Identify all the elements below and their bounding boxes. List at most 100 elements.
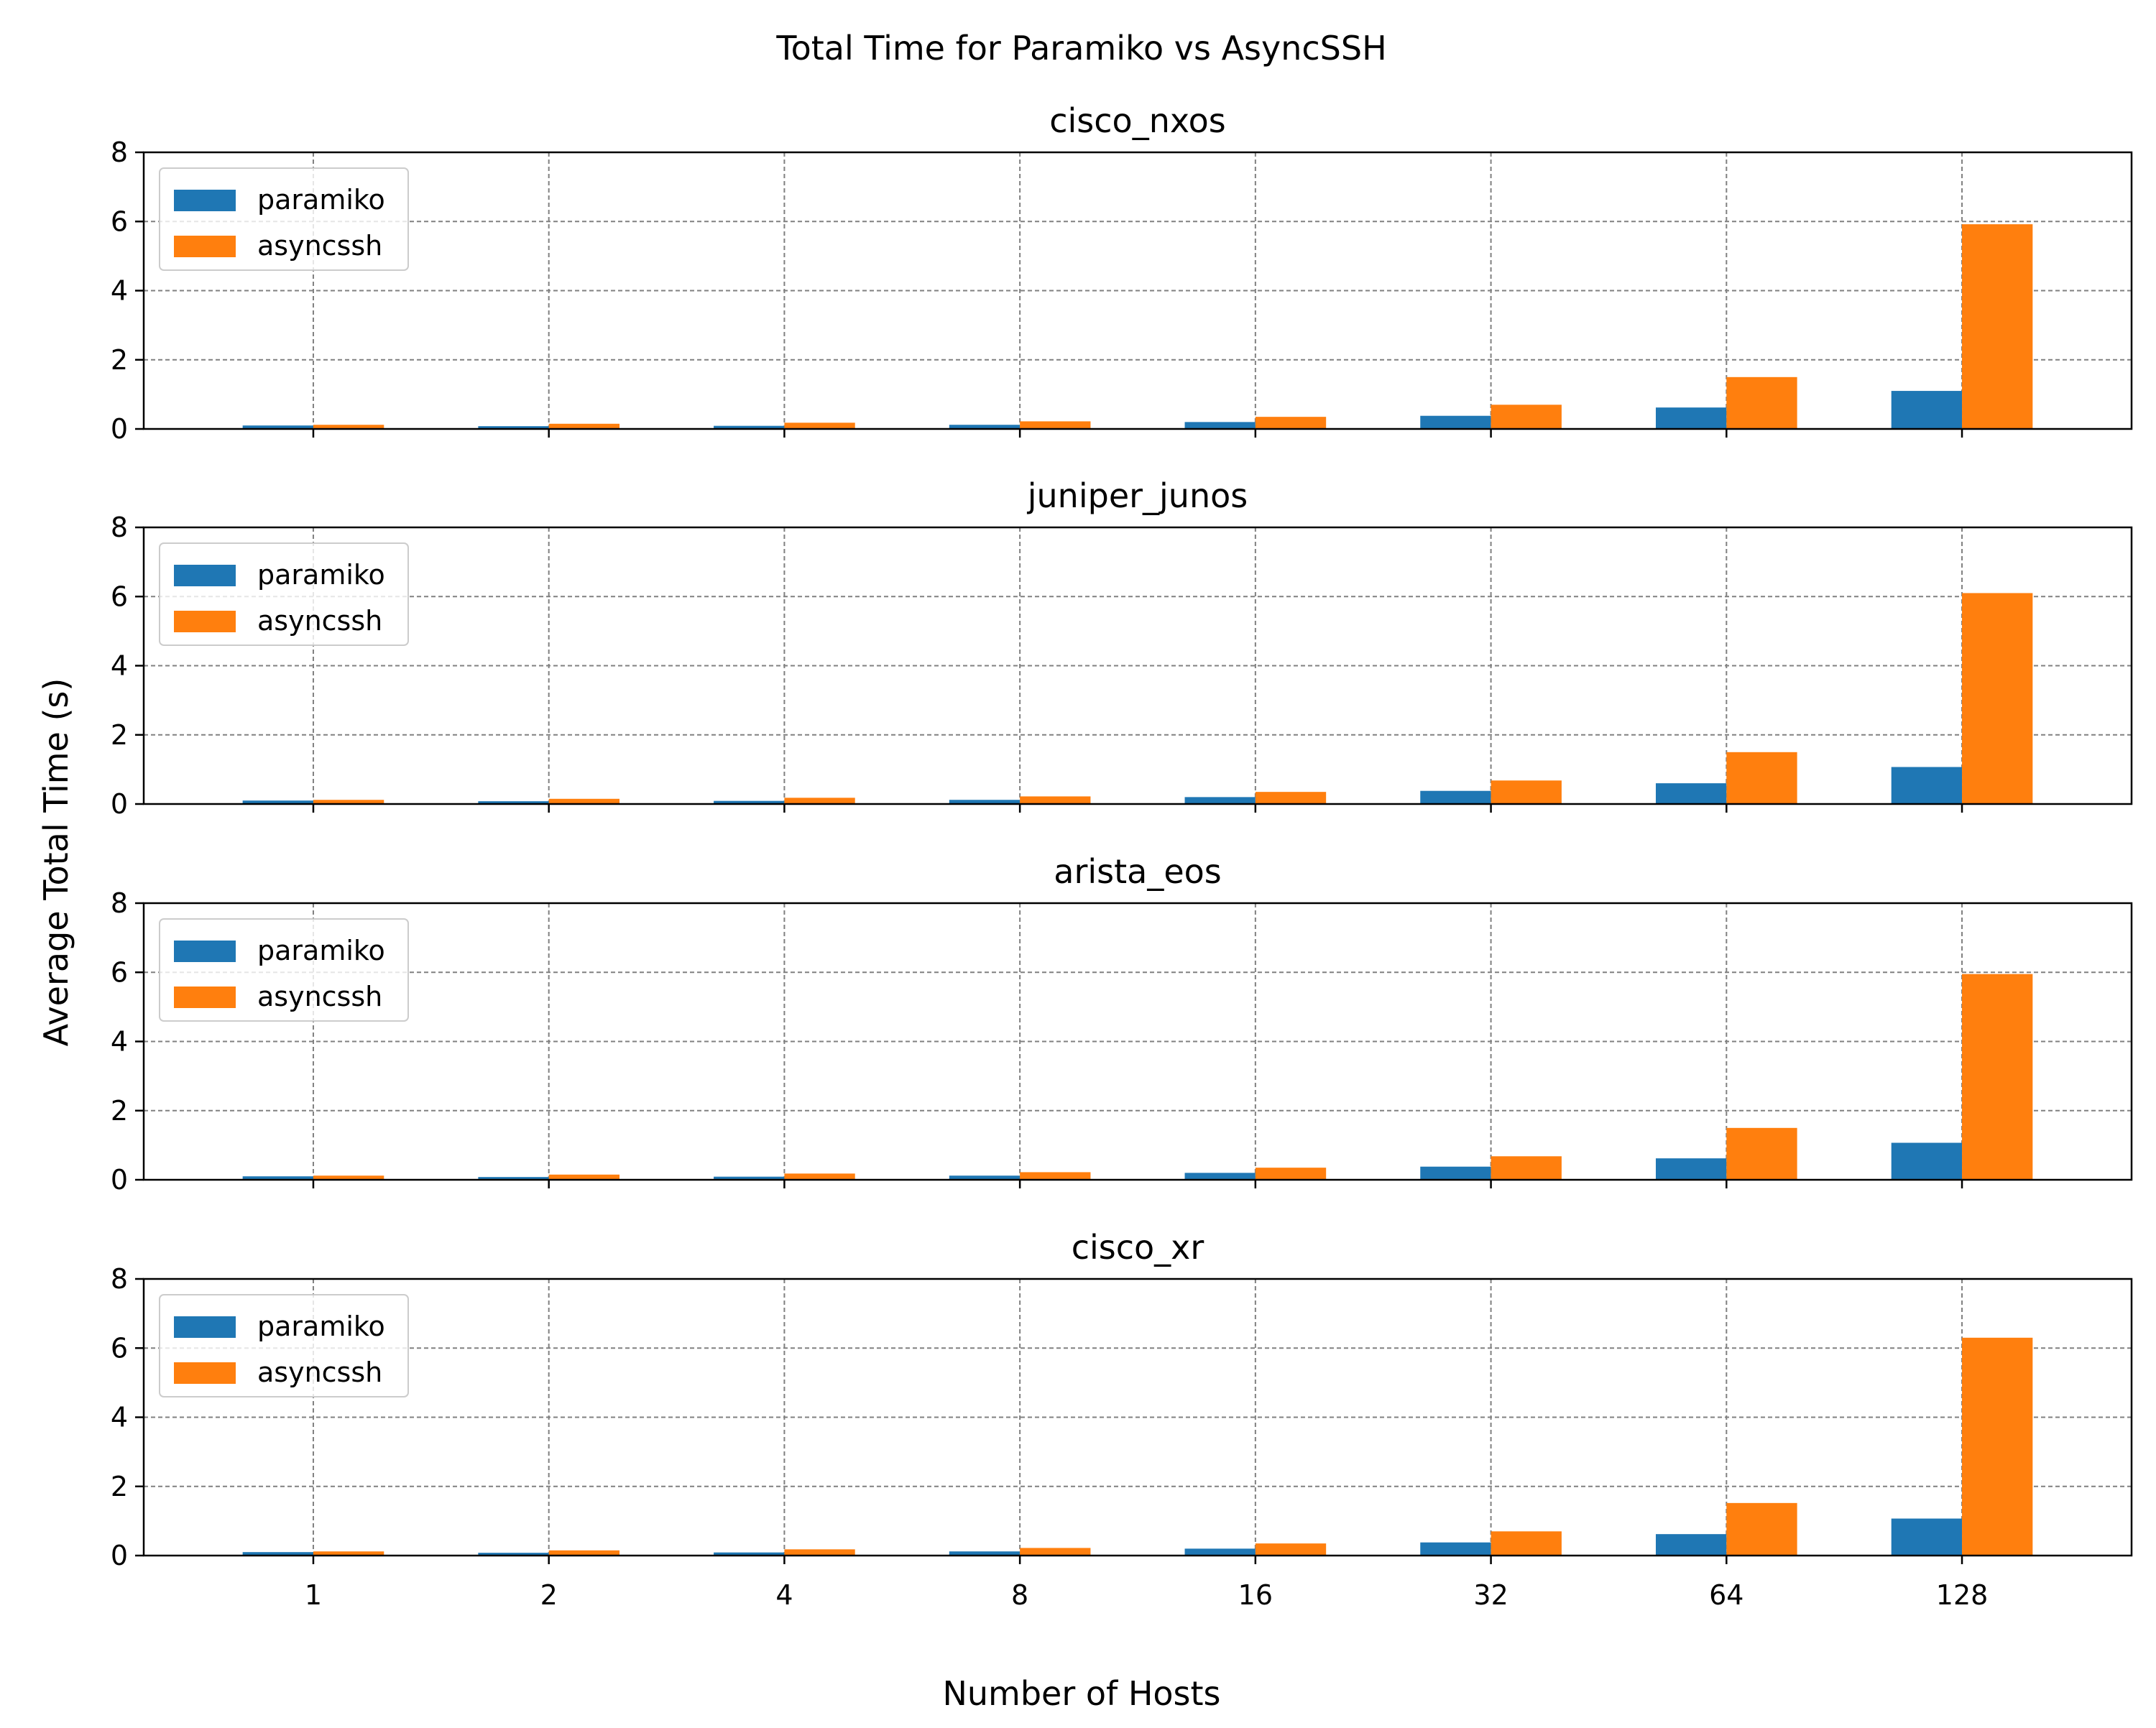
bar-paramiko-128 <box>1891 1142 1963 1180</box>
bar-paramiko-4 <box>714 1552 785 1556</box>
legend-swatch-asyncssh <box>174 987 236 1008</box>
bar-asyncssh-16 <box>1255 417 1327 429</box>
x-axis-label: Number of Hosts <box>942 1674 1220 1713</box>
bar-asyncssh-8 <box>1020 1548 1091 1556</box>
panel-juniper_junos: juniper_junos 0 2 4 6 8 paramiko asyncssh <box>111 476 2133 820</box>
bar-paramiko-16 <box>1184 422 1256 429</box>
bar-paramiko-2 <box>478 801 549 804</box>
y-tick-label: 0 <box>111 413 128 445</box>
bar-paramiko-64 <box>1655 407 1727 429</box>
bar-asyncssh-4 <box>784 1549 855 1556</box>
bar-asyncssh-32 <box>1491 1531 1562 1556</box>
bar-asyncssh-64 <box>1726 1502 1797 1556</box>
bar-asyncssh-8 <box>1020 1172 1091 1180</box>
panel-cisco_xr: cisco_xr 0 2 4 6 8 1 2 4 8 16 32 64 128 paramiko asyncs… <box>111 1228 2133 1611</box>
bar-paramiko-2 <box>478 1553 549 1556</box>
bar-asyncssh-128 <box>1962 593 2033 804</box>
bar-paramiko-1 <box>242 1176 313 1180</box>
x-tick-label: 64 <box>1709 1579 1743 1611</box>
y-tick-label: 2 <box>111 1095 128 1127</box>
bar-paramiko-32 <box>1420 415 1491 429</box>
y-tick-label: 6 <box>111 205 128 237</box>
bar-paramiko-4 <box>714 1176 785 1180</box>
bar-asyncssh-64 <box>1726 376 1797 429</box>
legend-swatch-paramiko <box>174 1316 236 1338</box>
bar-paramiko-32 <box>1420 1166 1491 1180</box>
legend-label-paramiko: paramiko <box>257 184 385 216</box>
legend: paramiko asyncssh <box>159 1294 409 1397</box>
bar-asyncssh-128 <box>1962 974 2033 1180</box>
bar-asyncssh-16 <box>1255 1168 1327 1180</box>
legend-swatch-asyncssh <box>174 236 236 257</box>
legend-swatch-paramiko <box>174 941 236 962</box>
legend-label-asyncssh: asyncssh <box>257 981 382 1012</box>
y-tick-label: 2 <box>111 1471 128 1502</box>
x-tick-label: 4 <box>775 1579 793 1611</box>
bar-asyncssh-4 <box>784 422 855 429</box>
legend-label-asyncssh: asyncssh <box>257 230 382 262</box>
bar-asyncssh-1 <box>313 1551 384 1556</box>
y-tick-label: 0 <box>111 1540 128 1571</box>
bar-paramiko-128 <box>1891 767 1963 804</box>
bar-asyncssh-1 <box>313 800 384 804</box>
panel-title: cisco_nxos <box>1049 101 1226 140</box>
legend-swatch-asyncssh <box>174 1362 236 1384</box>
bar-paramiko-8 <box>949 800 1021 804</box>
y-tick-label: 6 <box>111 581 128 612</box>
panel-title: arista_eos <box>1054 852 1221 891</box>
bar-asyncssh-4 <box>784 1173 855 1180</box>
figure-title: Total Time for Paramiko vs AsyncSSH <box>775 29 1386 68</box>
x-tick-label: 2 <box>540 1579 558 1611</box>
y-tick-label: 4 <box>111 275 128 307</box>
bar-paramiko-4 <box>714 800 785 804</box>
bar-paramiko-8 <box>949 1175 1021 1180</box>
y-tick-label: 8 <box>111 887 128 919</box>
y-tick-label: 8 <box>111 137 128 168</box>
x-tick-label: 16 <box>1238 1579 1273 1611</box>
y-tick-label: 4 <box>111 650 128 682</box>
bar-paramiko-128 <box>1891 391 1963 429</box>
y-tick-label: 0 <box>111 788 128 820</box>
y-tick-label: 2 <box>111 344 128 376</box>
bar-paramiko-1 <box>242 800 313 804</box>
y-tick-label: 4 <box>111 1026 128 1058</box>
legend-label-asyncssh: asyncssh <box>257 1357 382 1388</box>
bar-paramiko-8 <box>949 1551 1021 1556</box>
legend-label-asyncssh: asyncssh <box>257 605 382 637</box>
bar-asyncssh-8 <box>1020 796 1091 804</box>
bar-paramiko-64 <box>1655 1534 1727 1556</box>
legend-swatch-asyncssh <box>174 611 236 632</box>
bar-asyncssh-8 <box>1020 421 1091 429</box>
bar-paramiko-64 <box>1655 1158 1727 1180</box>
legend-label-paramiko: paramiko <box>257 559 385 591</box>
bar-paramiko-1 <box>242 425 313 429</box>
y-tick-label: 4 <box>111 1402 128 1433</box>
bar-asyncssh-16 <box>1255 1543 1327 1556</box>
bar-paramiko-64 <box>1655 783 1727 804</box>
y-tick-label: 0 <box>111 1164 128 1196</box>
bar-asyncssh-64 <box>1726 752 1797 804</box>
y-tick-label: 6 <box>111 1332 128 1364</box>
y-tick-label: 2 <box>111 719 128 751</box>
legend-swatch-paramiko <box>174 565 236 586</box>
bar-asyncssh-2 <box>548 423 620 429</box>
bar-paramiko-4 <box>714 425 785 429</box>
legend: paramiko asyncssh <box>159 542 409 646</box>
panel-arista_eos: arista_eos 0 2 4 6 8 paramiko asyncssh <box>111 852 2133 1196</box>
panel-cisco_nxos: cisco_nxos 0 2 4 6 8 paramiko asyncssh <box>111 101 2133 445</box>
panel-title: juniper_junos <box>1027 476 1248 515</box>
legend: paramiko asyncssh <box>159 167 409 271</box>
y-tick-label: 8 <box>111 512 128 543</box>
bar-asyncssh-2 <box>548 1174 620 1180</box>
bar-asyncssh-32 <box>1491 1156 1562 1180</box>
x-tick-label: 8 <box>1011 1579 1028 1611</box>
bar-asyncssh-64 <box>1726 1127 1797 1180</box>
bar-asyncssh-4 <box>784 798 855 804</box>
y-tick-label: 6 <box>111 956 128 988</box>
bar-asyncssh-128 <box>1962 1337 2033 1556</box>
bar-paramiko-16 <box>1184 1173 1256 1180</box>
y-axis-label: Average Total Time (s) <box>37 678 75 1047</box>
bar-paramiko-2 <box>478 426 549 429</box>
